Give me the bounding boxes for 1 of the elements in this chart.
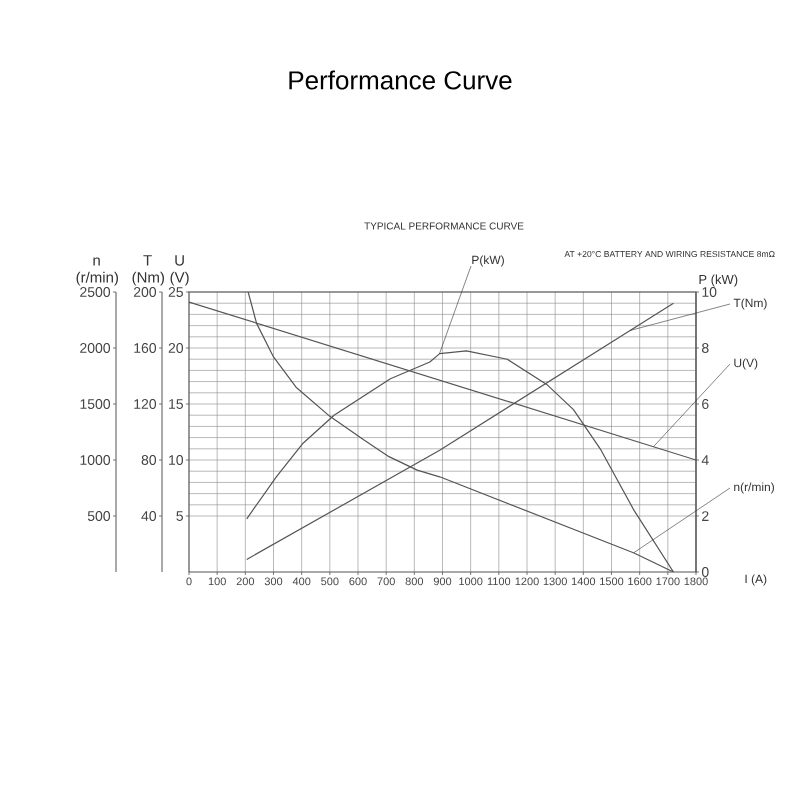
chart-title: Performance Curve xyxy=(289,70,512,90)
